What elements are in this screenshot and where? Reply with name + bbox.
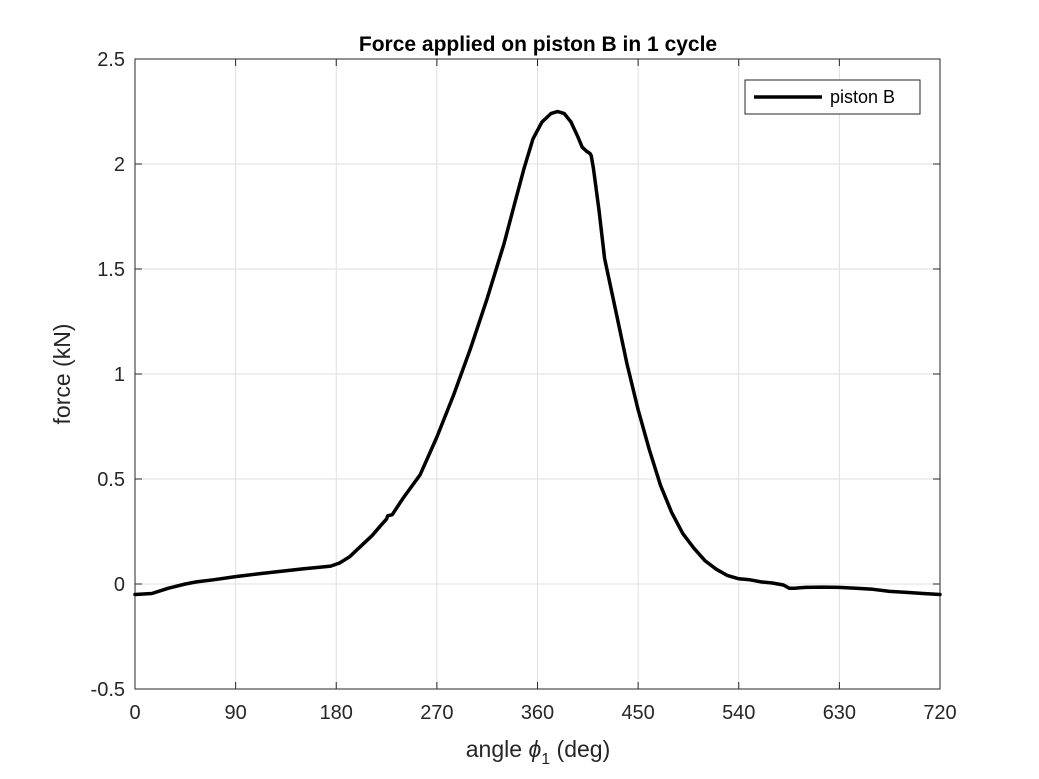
x-axis-label-subscript: 1 (541, 751, 550, 768)
legend: piston B (744, 79, 921, 115)
x-tick-label: 540 (722, 702, 755, 724)
y-tick-label: -0.5 (91, 679, 125, 701)
x-axis-label-prefix: angle (466, 736, 529, 762)
series-line-piston-b (133, 109, 942, 597)
y-tick-label: 0.5 (97, 469, 125, 491)
y-tick-label: 2.5 (97, 49, 125, 71)
y-tick-label: 1.5 (97, 259, 125, 281)
y-tick-label: 2 (114, 154, 125, 176)
legend-label-piston-b: piston B (830, 87, 895, 107)
x-axis-label-suffix: (deg) (550, 736, 610, 762)
x-axis-label: angle ϕ1 (deg) (466, 736, 610, 768)
x-tick-label: 270 (420, 702, 453, 724)
x-tick-labels: 0 90 180 270 360 450 540 630 720 (129, 702, 956, 724)
x-axis-label-symbol: ϕ (528, 736, 541, 762)
x-tick-label: 630 (823, 702, 856, 724)
y-tick-label: 0 (114, 574, 125, 596)
x-tick-label: 90 (225, 702, 247, 724)
chart-title: Force applied on piston B in 1 cycle (359, 33, 717, 56)
grid-lines (135, 59, 940, 689)
x-tick-label: 360 (521, 702, 554, 724)
y-tick-labels: -0.5 0 0.5 1 1.5 2 2.5 (91, 49, 125, 701)
x-tick-label: 180 (320, 702, 353, 724)
axis-ticks (134, 58, 941, 690)
x-tick-label: 0 (129, 702, 140, 724)
y-tick-label: 1 (114, 364, 125, 386)
x-tick-label: 450 (621, 702, 654, 724)
y-axis-label: force (kN) (49, 324, 75, 425)
data-lines (133, 109, 942, 597)
x-tick-label: 720 (923, 702, 956, 724)
